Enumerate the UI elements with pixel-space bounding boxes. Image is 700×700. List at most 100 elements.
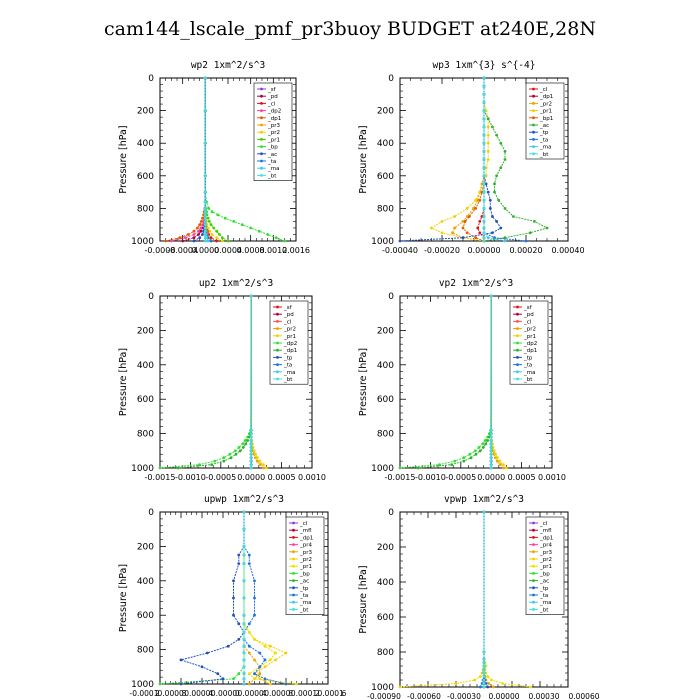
series-point [181, 239, 185, 243]
series-point [489, 442, 493, 446]
x-tick-label: -0.0005 [445, 473, 476, 482]
series-point [416, 466, 420, 470]
legend-entry: _ma [299, 600, 311, 606]
series-point [512, 215, 515, 218]
series-line [204, 78, 229, 242]
y-tick-label: 400 [137, 577, 154, 587]
legend-entry: _mfl [539, 528, 552, 534]
legend-marker [292, 572, 295, 575]
series-point [158, 466, 162, 470]
series-point [179, 682, 183, 686]
series-point [232, 220, 236, 223]
legend-entry: _cl [283, 319, 292, 325]
legend-marker [276, 312, 279, 316]
series-point [495, 456, 499, 460]
series-point [493, 190, 496, 194]
legend-entry: _cl [299, 521, 308, 527]
series-point [206, 216, 210, 220]
legend-marker [260, 152, 263, 156]
series-point [242, 622, 246, 626]
legend-marker [516, 341, 519, 345]
legend-entry: _tp [299, 586, 309, 592]
legend-marker [260, 130, 263, 134]
series-point [257, 229, 261, 233]
series-point [482, 207, 486, 210]
y-axis-label: Pressure [hPa] [358, 565, 369, 633]
legend-marker [276, 348, 279, 352]
legend-entry: _pr4 [539, 543, 553, 549]
series-point [528, 231, 532, 235]
x-tick-label: 0.0008 [237, 246, 265, 255]
series-point [253, 613, 256, 617]
series-line [399, 295, 492, 469]
series-point [465, 215, 469, 218]
x-tick-label: 0.0005 [508, 473, 536, 482]
series-point [503, 239, 507, 243]
series-point [454, 682, 458, 685]
legend-marker [276, 377, 279, 381]
series-point [495, 459, 499, 463]
series-point [201, 223, 204, 227]
chart-panel-4: vp2 1xm^2/s^3 0 200 400 600 800 1000 Pressure [… [358, 278, 566, 482]
legend-marker [260, 138, 263, 141]
series-point [461, 220, 465, 223]
series-point [213, 459, 217, 463]
legend-entry: _mfl [299, 528, 312, 534]
series-point [482, 101, 486, 104]
series-point [483, 439, 487, 442]
legend-marker [532, 87, 535, 91]
legend-entry: _pd [523, 312, 534, 318]
x-tick-label: 2 [315, 689, 320, 698]
series-point [223, 216, 227, 220]
legend-entry: _ac [267, 152, 277, 158]
series-point [265, 466, 268, 470]
legend-marker [532, 102, 535, 105]
legend-entry: _bt [299, 607, 309, 613]
legend-marker [532, 579, 535, 582]
series-point [158, 682, 162, 686]
series-point [451, 231, 454, 235]
series-point [482, 678, 486, 682]
series-point [232, 677, 235, 681]
series-point [226, 644, 230, 648]
y-tick-label: 600 [377, 172, 394, 182]
series-point [486, 133, 490, 137]
series-point [247, 622, 251, 626]
series-point [209, 236, 213, 240]
legend-marker [516, 377, 519, 381]
series-point [203, 229, 207, 233]
series-point [186, 233, 190, 236]
series-point [215, 229, 219, 233]
series-point [263, 644, 267, 648]
series-point [476, 198, 480, 202]
legend-marker [516, 312, 519, 316]
legend-marker [292, 600, 295, 604]
series-point [501, 682, 505, 685]
legend-marker [532, 109, 535, 112]
legend-entry: _tp [283, 355, 293, 361]
series-point [246, 439, 250, 442]
series-point [499, 141, 503, 145]
series-point [283, 239, 287, 243]
series-point [295, 682, 298, 686]
y-tick-label: 200 [137, 107, 154, 117]
series-point [461, 236, 465, 240]
series-point [482, 109, 486, 112]
series-point [462, 456, 466, 460]
series-point [263, 658, 267, 662]
series-point [482, 174, 486, 178]
series-point [242, 631, 246, 634]
x-tick-label: 0.0010 [538, 473, 566, 482]
legend-marker [276, 370, 279, 374]
series-point [440, 220, 444, 223]
series-point [209, 223, 213, 227]
series-line [179, 512, 245, 685]
series-point [242, 658, 246, 662]
legend-marker [276, 363, 279, 366]
series-point [232, 596, 235, 600]
x-tick-label: 0.0000 [211, 689, 237, 698]
series-point [198, 236, 202, 240]
legend-marker [260, 174, 263, 177]
legend-entry: _bt [539, 607, 549, 613]
x-tick-label: 0.00040 [551, 246, 584, 255]
